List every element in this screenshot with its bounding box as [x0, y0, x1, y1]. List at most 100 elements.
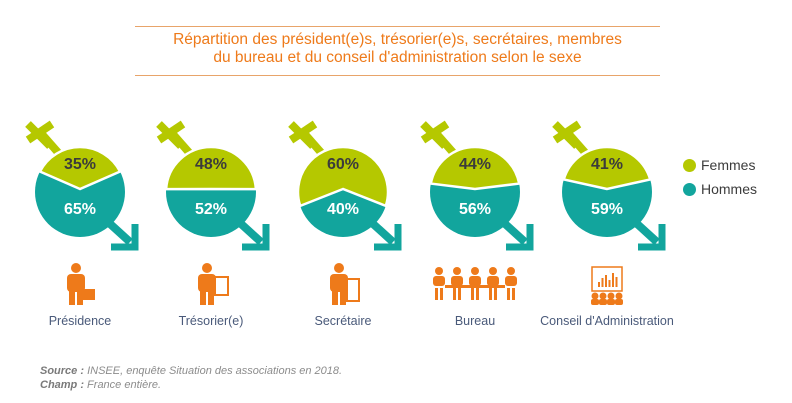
chart-title: Répartition des président(e)s, trésorier… [135, 26, 660, 76]
leg [77, 291, 83, 305]
head [334, 263, 344, 273]
pie-4: 41% 59% [552, 120, 666, 251]
male-symbol-stem [500, 219, 528, 245]
femmes-slice [164, 145, 258, 191]
briefcase [83, 289, 95, 300]
pie-3: 44% 56% [420, 120, 534, 251]
presentation-audience-icon [591, 266, 623, 305]
screen-bar [612, 273, 614, 287]
femmes-slice [38, 145, 122, 191]
leg [453, 288, 456, 300]
category-label: Conseil d'Administration [540, 314, 674, 328]
person-calculator-icon [198, 263, 229, 305]
title-line-1: Répartition des président(e)s, trésorier… [173, 31, 622, 48]
male-symbol-arrowhead [638, 224, 666, 251]
calculator [214, 276, 229, 296]
source-label: Source : [40, 365, 85, 377]
screen-bar [605, 275, 607, 287]
femmes-value-label: 35% [64, 156, 96, 173]
body [67, 274, 85, 292]
body [505, 276, 517, 286]
leg [489, 288, 492, 300]
category-label: Présidence [48, 314, 112, 328]
male-symbol-arrowhead [111, 224, 139, 251]
hommes-value-label: 59% [591, 201, 623, 218]
title-line-2: du bureau et du conseil d'administration… [213, 49, 582, 66]
source-text: INSEE, enquête Situation des association… [84, 365, 343, 377]
screen-bar [598, 282, 600, 287]
meeting-table-icon [433, 267, 517, 300]
female-symbol-bar [420, 121, 448, 149]
leg [458, 288, 461, 300]
champ-text: France entière. [84, 379, 162, 391]
female-symbol-bar [156, 121, 184, 149]
male-symbol-stem [105, 219, 133, 245]
audience-body [607, 299, 615, 305]
leg [476, 288, 479, 300]
female-symbol-bar [25, 121, 53, 149]
femmes-slice [429, 145, 521, 191]
head [471, 267, 479, 275]
male-symbol-arrowhead [242, 224, 270, 251]
head [202, 263, 212, 273]
head [71, 263, 81, 273]
head [489, 267, 497, 275]
body [469, 276, 481, 286]
pie-1: 48% 52% [156, 120, 270, 251]
leg [471, 288, 474, 300]
male-symbol-arrowhead [506, 224, 534, 251]
person-briefcase-icon [67, 263, 95, 305]
body [451, 276, 463, 286]
document [346, 278, 360, 302]
audience-head [607, 292, 615, 300]
leg [440, 288, 443, 300]
head [507, 267, 515, 275]
audience-body [599, 299, 607, 305]
legend-swatch [683, 183, 696, 196]
champ-label: Champ : [40, 379, 84, 391]
person-document-icon [330, 263, 360, 305]
hommes-value-label: 56% [459, 201, 491, 218]
category-label: Bureau [454, 314, 496, 328]
femmes-value-label: 48% [195, 156, 227, 173]
femmes-value-label: 41% [591, 156, 623, 173]
male-symbol-arrowhead [374, 224, 402, 251]
screen [591, 266, 623, 292]
legend-label: Hommes [701, 181, 758, 197]
screen-bar [608, 280, 611, 287]
female-symbol-bar [552, 121, 580, 149]
legend-label: Femmes [701, 157, 756, 173]
audience-body [591, 299, 599, 305]
femmes-slice [296, 145, 390, 208]
femmes-value-label: 44% [459, 156, 491, 173]
audience-body [615, 299, 623, 305]
leg [200, 291, 206, 305]
hommes-value-label: 52% [195, 201, 227, 218]
audience-head [615, 292, 623, 300]
legend-item-hommes: Hommes [683, 181, 757, 197]
champ-note: Champ : France entière. [40, 379, 161, 391]
body [330, 274, 348, 292]
leg [69, 291, 75, 305]
leg [512, 288, 515, 300]
pie-0: 35% 65% [25, 120, 139, 251]
leg [435, 288, 438, 300]
source-note: Source : INSEE, enquête Situation des as… [40, 365, 342, 377]
head [435, 267, 443, 275]
hommes-value-label: 40% [327, 201, 359, 218]
leg [208, 291, 214, 305]
category-label: Secrétaire [314, 314, 372, 328]
male-symbol-stem [632, 219, 660, 245]
category-label: Trésorier(e) [178, 314, 244, 328]
screen-bar [615, 277, 618, 287]
femmes-slice [562, 145, 652, 191]
audience-head [591, 292, 599, 300]
leg [340, 291, 346, 305]
body [433, 276, 445, 286]
legend-item-femmes: Femmes [683, 157, 755, 173]
leg [494, 288, 497, 300]
table [445, 285, 505, 288]
body [198, 274, 216, 292]
